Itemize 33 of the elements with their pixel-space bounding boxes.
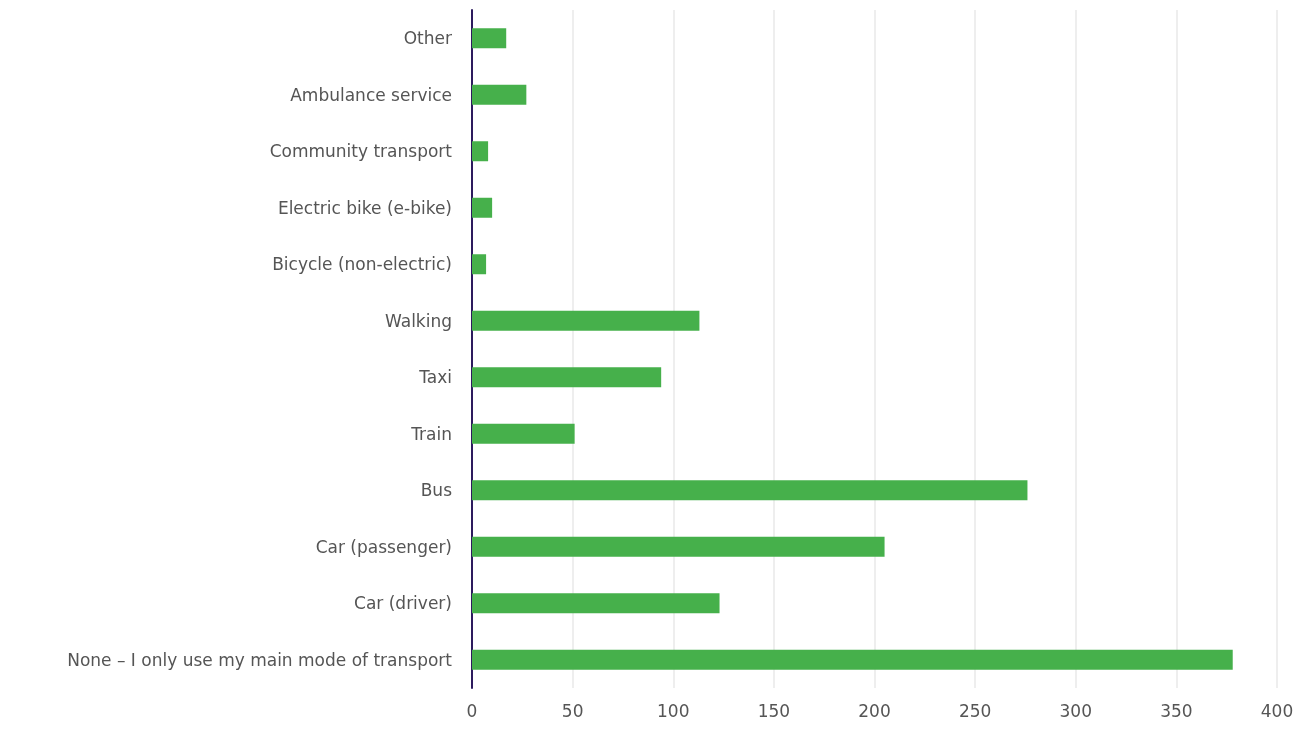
y-tick-label: Train (410, 423, 452, 444)
bar (472, 141, 489, 162)
x-tick-label: 100 (657, 700, 690, 721)
y-tick-label: Electric bike (e-bike) (277, 197, 452, 218)
bar (472, 423, 575, 444)
bar (472, 480, 1028, 501)
x-tick-label: 300 (1059, 700, 1092, 721)
bar (472, 310, 700, 331)
bar (472, 254, 487, 275)
bar (472, 536, 885, 557)
bar (472, 593, 720, 614)
y-tick-label: Bus (420, 480, 453, 501)
y-tick-label: Walking (385, 310, 452, 331)
bar (472, 649, 1233, 670)
y-tick-label: Car (passenger) (315, 536, 452, 557)
bar (472, 84, 527, 105)
bar (472, 197, 493, 218)
y-tick-label: Community transport (269, 141, 453, 162)
x-tick-label: 350 (1160, 700, 1193, 721)
y-tick-label: Car (driver) (354, 593, 452, 614)
x-tick-label: 0 (466, 700, 478, 721)
x-tick-label: 200 (858, 700, 891, 721)
y-tick-label: None – I only use my main mode of transport (67, 649, 453, 670)
x-tick-label: 50 (561, 700, 584, 721)
bar (472, 367, 662, 388)
x-tick-label: 150 (757, 700, 791, 721)
x-tick-label: 400 (1260, 700, 1294, 721)
x-tick-label: 250 (958, 700, 992, 721)
y-tick-label: Taxi (418, 367, 452, 388)
y-tick-label: Ambulance service (290, 84, 452, 105)
bar (472, 28, 507, 49)
y-tick-label: Other (403, 28, 452, 49)
y-tick-label: Bicycle (non-electric) (272, 254, 452, 275)
